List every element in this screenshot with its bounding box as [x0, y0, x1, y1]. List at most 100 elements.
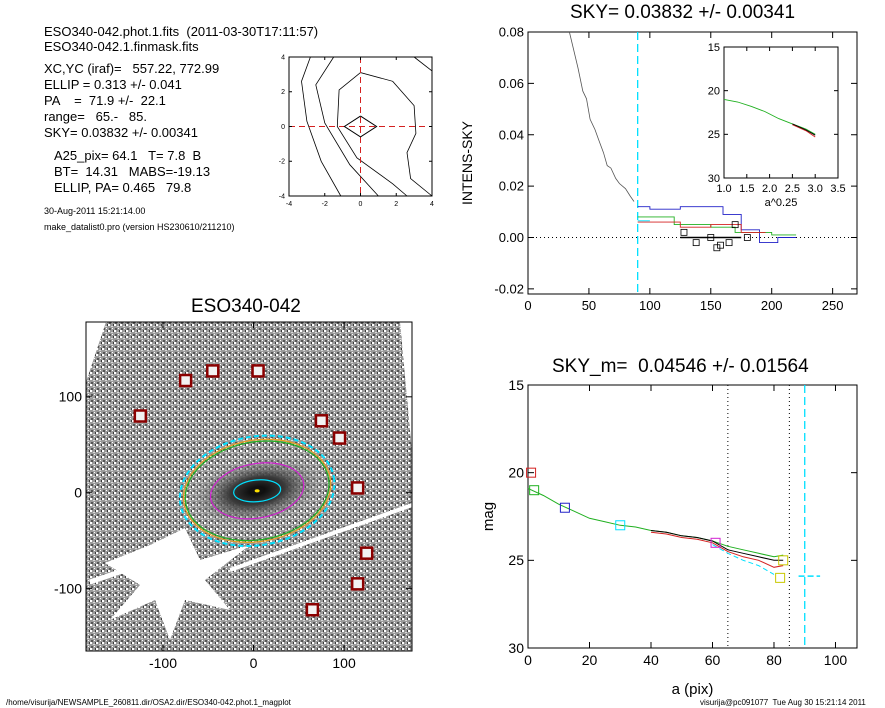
center-coords: XC,YC (iraf)= 557.22, 772.99 — [44, 61, 220, 76]
image-x-tick-label: 100 — [332, 655, 356, 671]
contour-y-tick-label: 4 — [281, 54, 285, 61]
sky-y-tick-label: 0.04 — [499, 127, 524, 142]
sky-y-tick-label: 0.02 — [499, 179, 524, 194]
sky-series-blue-0 — [637, 206, 797, 244]
mag-y-axis-label: mag — [480, 502, 497, 531]
image-x-tick-label: -100 — [149, 655, 177, 671]
inset-x-tick-label: 2.0 — [762, 183, 777, 195]
mag-series-red-2 — [650, 531, 784, 568]
sky-square-marker — [717, 241, 724, 249]
bt-mabs: BT= 14.31 MABS=-19.13 — [54, 164, 211, 179]
sky-value: SKY= 0.03832 +/- 0.00341 — [44, 125, 198, 140]
contour-center-marker — [343, 115, 378, 138]
inset-x-tick-label: 3.5 — [830, 183, 845, 195]
masked-star-marker — [178, 373, 193, 388]
isophote-ellipse-green-1 — [184, 440, 330, 542]
mag-chart-title: SKY_m= 0.04546 +/- 0.01564 — [552, 356, 809, 377]
mag-series-green-0 — [527, 487, 784, 558]
masked-star-marker — [314, 414, 329, 428]
image-y-tick-label: -100 — [54, 581, 82, 597]
sky-chart-title: SKY= 0.03832 +/- 0.00341 — [570, 2, 796, 23]
contour-y-tick-label: -2 — [279, 159, 285, 166]
sky-series-green-1 — [637, 216, 797, 236]
isophote-ellipse-cyan-4 — [233, 479, 282, 503]
image-x-tick-label: 0 — [250, 655, 258, 671]
contour-x-tick-label: 0 — [359, 201, 363, 208]
inset-series-green-0 — [723, 98, 816, 135]
inset-x-tick-label: 2.5 — [785, 183, 800, 195]
sky-square-marker — [692, 239, 700, 247]
masked-star-marker — [332, 431, 347, 445]
mag-x-axis-label: a (pix) — [672, 681, 714, 698]
mask-corner — [400, 322, 412, 452]
bright-star-mask — [105, 528, 250, 640]
sky-x-tick-label: 150 — [700, 298, 722, 313]
isophote-ellipse-orange-0 — [182, 438, 332, 543]
sky-square-marker — [680, 228, 688, 236]
sky-y-tick-label: 0.00 — [499, 230, 524, 245]
inset-y-tick-label: 30 — [708, 173, 720, 185]
inset-y-tick-label: 20 — [708, 86, 720, 98]
image-title: ESO340-042 — [191, 296, 301, 317]
mag-x-tick-label: 80 — [766, 652, 782, 668]
mag-x-tick-label: 40 — [643, 652, 659, 668]
contour-line — [336, 72, 433, 197]
sky-x-tick-label: 200 — [761, 298, 783, 313]
sky-square-marker — [713, 244, 721, 252]
sky-square-marker — [731, 221, 739, 229]
contour-x-tick-label: 4 — [430, 201, 434, 208]
image-y-tick-label: 0 — [74, 485, 82, 501]
mag-x-tick-label: 0 — [524, 652, 532, 668]
masked-star-marker — [251, 364, 265, 378]
contour-x-tick-label: -2 — [322, 201, 328, 208]
mag-y-tick-label: 15 — [508, 377, 524, 393]
mag-y-tick-label: 25 — [508, 552, 524, 568]
contour-x-tick-label: 2 — [394, 201, 398, 208]
sky-y-tick-label: 0.08 — [499, 25, 524, 40]
sky-y-tick-label: 0.06 — [499, 76, 524, 91]
inset-y-tick-label: 15 — [708, 42, 720, 54]
masked-star-marker — [133, 409, 148, 423]
mag-x-tick-label: 20 — [582, 652, 598, 668]
program-version: make_datalist0.pro (version HS230610/211… — [44, 222, 235, 232]
image-y-tick-label: 100 — [59, 389, 83, 405]
inset-y-tick-label: 25 — [708, 129, 720, 141]
sky-y-tick-label: -0.02 — [494, 281, 524, 296]
run-date: 30-Aug-2011 15:21:14.00 — [44, 206, 146, 216]
mask-corner — [86, 322, 106, 382]
contour-x-tick-label: -4 — [286, 201, 292, 208]
sky-x-tick-label: 0 — [524, 298, 531, 313]
isophote-ellipse-magenta-3 — [209, 462, 305, 520]
ellip-pa: ELLIP, PA= 0.465 79.8 — [54, 180, 192, 195]
fit-range: range= 65.- 85. — [44, 109, 147, 124]
inset-x-tick-label: 3.0 — [808, 183, 823, 195]
position-angle: PA = 71.9 +/- 22.1 — [44, 93, 166, 108]
contour-y-tick-label: -4 — [279, 193, 285, 200]
masked-star-marker — [350, 481, 365, 495]
masked-star-marker — [359, 546, 374, 560]
sky-y-axis-label: INTENS-SKY — [459, 120, 475, 205]
contour-line — [315, 56, 379, 197]
mag-square-yellow — [775, 572, 786, 583]
star-spike-mask — [89, 545, 191, 585]
mag-x-tick-label: 100 — [824, 652, 848, 668]
inset-series-black-2 — [792, 123, 816, 136]
mag-square-red — [526, 467, 537, 478]
mag-x-tick-label: 60 — [705, 652, 721, 668]
sky-series-red-2 — [637, 221, 766, 233]
isophote-ellipse-cyan-2 — [178, 434, 336, 548]
masked-star-marker — [206, 364, 220, 378]
mag-series-cyan-3 — [712, 544, 775, 575]
mag-frame — [527, 384, 858, 649]
inset-x-tick-label: 1.0 — [716, 183, 731, 195]
sky-frame — [527, 31, 858, 295]
contour-line — [413, 56, 433, 72]
mask-file: ESO340-042.1.finmask.fits — [44, 39, 199, 54]
contour-y-tick-label: 2 — [281, 89, 285, 96]
ellipticity: ELLIP = 0.313 +/- 0.041 — [44, 77, 182, 92]
star-spike-mask — [229, 503, 413, 572]
mag-square-green — [529, 485, 540, 496]
contour-y-tick-label: 0 — [281, 124, 285, 131]
sky-profile-line — [569, 31, 635, 202]
